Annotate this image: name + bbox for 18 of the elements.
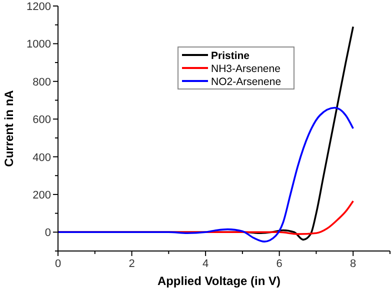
x-tick-label: 2 bbox=[128, 258, 135, 270]
y-tick-label: 1000 bbox=[26, 38, 51, 51]
legend-label: NH3-Arsenene bbox=[211, 63, 281, 75]
legend-label: Pristine bbox=[211, 50, 250, 62]
y-tick-label: 400 bbox=[32, 152, 51, 164]
y-axis-title: Current in nA bbox=[2, 90, 16, 167]
x-tick-label: 0 bbox=[54, 258, 62, 270]
y-tick-label: 800 bbox=[32, 76, 51, 88]
x-tick-label: 4 bbox=[202, 258, 209, 270]
y-tick-label: 600 bbox=[32, 114, 51, 126]
x-axis-title: Applied Voltage (in V) bbox=[157, 274, 281, 288]
y-tick-label: 1200 bbox=[26, 1, 51, 13]
legend-label: NO2-Arsenene bbox=[211, 76, 282, 88]
x-tick-label: 8 bbox=[350, 258, 356, 270]
y-tick-label: 0 bbox=[44, 227, 51, 240]
line-series bbox=[57, 106, 354, 242]
x-tick-label: 6 bbox=[276, 258, 282, 270]
y-tick-label: 200 bbox=[32, 189, 51, 202]
